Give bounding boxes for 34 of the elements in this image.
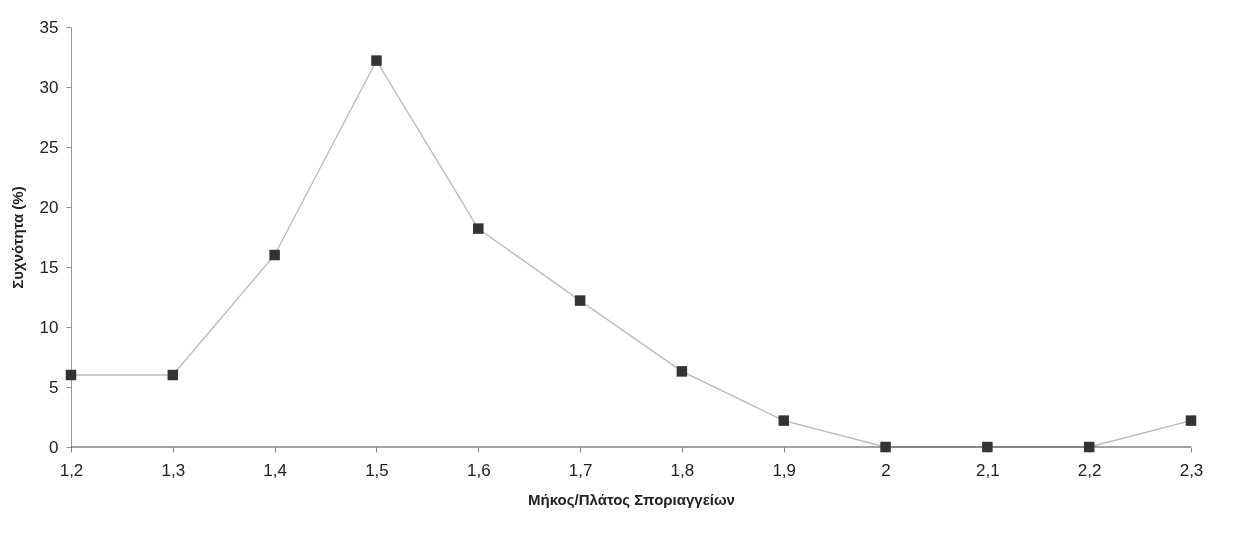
x-tick-label: 1,6 [466,460,491,480]
y-tick-label: 20 [39,197,59,217]
y-tick-label: 15 [39,257,59,277]
point [1185,415,1197,426]
y-tick-label: 10 [39,317,59,337]
y-tick-label: 30 [39,77,59,97]
point [371,55,382,66]
point [880,441,891,453]
point [574,295,586,306]
point [269,249,280,261]
x-tick-label: 2,1 [976,460,1000,480]
y-axis-title: Συχνότητα (%) [8,186,26,289]
x-tick-label: 2,3 [1179,460,1204,480]
x-tick-label: 1,2 [59,460,84,480]
point [473,223,484,234]
point [1083,441,1095,453]
x-tick-label: 1,9 [772,460,797,480]
x-tick-label: 1,3 [161,460,186,480]
point [982,441,993,453]
x-tick-label: 2 [881,460,891,480]
x-tick-label: 2,2 [1077,460,1102,480]
y-tick-label: 25 [39,137,59,157]
point [167,369,179,381]
x-tick-label: 1,8 [670,460,695,480]
x-tick-label: 1,7 [568,460,593,480]
point [65,369,77,381]
point [676,366,688,377]
x-tick-label: 1,5 [365,460,389,480]
point [778,415,789,426]
y-tick-label: 0 [49,437,59,457]
y-tick-label: 5 [49,377,59,397]
x-tick-label: 1,4 [263,460,287,480]
y-tick-label: 35 [39,17,59,37]
x-axis-title: Μήκος/Πλάτος Σποριαγγείων [528,490,735,508]
